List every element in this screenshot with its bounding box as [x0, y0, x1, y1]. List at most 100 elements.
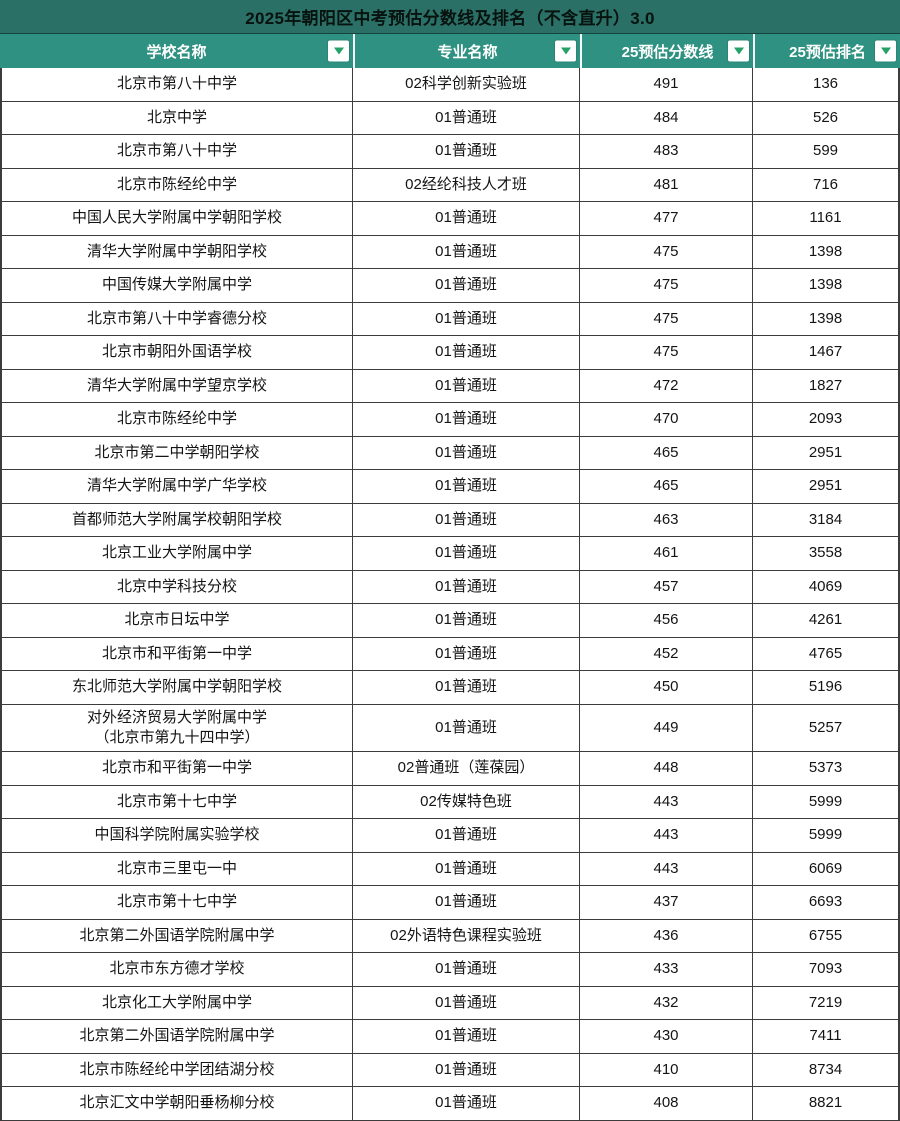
cell-score: 475	[580, 235, 753, 268]
cell-program: 01普通班	[353, 537, 580, 570]
cell-program: 01普通班	[353, 986, 580, 1019]
title-bar: 2025年朝阳区中考预估分数线及排名（不含直升）3.0	[0, 0, 900, 34]
table-row: 北京第二外国语学院附属中学 01普通班 430 7411	[2, 1020, 898, 1054]
table-row: 首都师范大学附属学校朝阳学校 01普通班 463 3184	[2, 503, 898, 537]
cell-program: 01普通班	[353, 135, 580, 168]
cell-program: 02外语特色课程实验班	[353, 919, 580, 952]
cell-program: 01普通班	[353, 570, 580, 603]
cell-score: 475	[580, 269, 753, 302]
filter-button-school[interactable]	[328, 40, 349, 62]
cell-program: 02科学创新实验班	[353, 68, 580, 101]
cell-rank: 7093	[808, 960, 843, 978]
cell-score: 491	[580, 68, 753, 101]
table-row: 北京市第十七中学 02传媒特色班 443 5999	[2, 785, 898, 819]
cell-rank: 6755	[808, 926, 843, 944]
cell-program: 01普通班	[353, 470, 580, 503]
table-row: 北京市和平街第一中学 01普通班 452 4765	[2, 637, 898, 671]
cell-program: 01普通班	[353, 953, 580, 986]
table-row: 对外经济贸易大学附属中学 （北京市第九十四中学） 01普通班 449 5257	[2, 704, 898, 752]
cell-program: 01普通班	[353, 369, 580, 402]
cell-rank: 1398	[808, 309, 843, 327]
cell-school: 东北师范大学附属中学朝阳学校	[2, 671, 353, 704]
cell-rank: 4261	[808, 611, 843, 629]
cell-score: 436	[580, 919, 753, 952]
filter-button-program[interactable]	[555, 40, 576, 62]
table-row: 中国传媒大学附属中学 01普通班 475 1398	[2, 269, 898, 303]
cell-program: 01普通班	[353, 819, 580, 852]
cell-school: 北京市陈经纶中学	[2, 403, 353, 436]
table-row: 中国人民大学附属中学朝阳学校 01普通班 477 1161	[2, 202, 898, 236]
cell-school: 北京市陈经纶中学团结湖分校	[2, 1053, 353, 1086]
table-row: 北京市第十七中学 01普通班 437 6693	[2, 886, 898, 920]
cell-school: 北京市第二中学朝阳学校	[2, 436, 353, 469]
cell-school: 北京第二外国语学院附属中学	[2, 1020, 353, 1053]
cell-rank: 526	[812, 108, 839, 126]
filter-dropdown-icon	[560, 47, 571, 55]
table-row: 北京工业大学附属中学 01普通班 461 3558	[2, 537, 898, 571]
cell-school: 北京化工大学附属中学	[2, 986, 353, 1019]
cell-score: 470	[580, 403, 753, 436]
cell-school: 北京市日坛中学	[2, 604, 353, 637]
cell-school: 北京中学	[2, 101, 353, 134]
table-row: 东北师范大学附属中学朝阳学校 01普通班 450 5196	[2, 671, 898, 705]
cell-rank: 1398	[808, 276, 843, 294]
cell-score: 465	[580, 470, 753, 503]
cell-score: 477	[580, 202, 753, 235]
table-title: 2025年朝阳区中考预估分数线及排名（不含直升）3.0	[245, 9, 655, 28]
column-header-label: 25预估排名	[789, 43, 866, 61]
cell-school: 首都师范大学附属学校朝阳学校	[2, 503, 353, 536]
cell-school: 北京市陈经纶中学	[2, 168, 353, 201]
cell-rank: 1398	[808, 242, 843, 260]
cell-rank: 3184	[808, 510, 843, 528]
cell-rank: 716	[812, 175, 839, 193]
cell-rank: 4765	[808, 644, 843, 662]
cell-school: 中国人民大学附属中学朝阳学校	[2, 202, 353, 235]
cell-score: 475	[580, 336, 753, 369]
table-row: 北京汇文中学朝阳垂杨柳分校 01普通班 408 8821	[2, 1087, 898, 1121]
filter-button-rank[interactable]	[875, 40, 896, 62]
cell-rank: 1467	[808, 343, 843, 361]
cell-program: 01普通班	[353, 886, 580, 919]
cell-school: 北京市三里屯一中	[2, 852, 353, 885]
cell-score: 450	[580, 671, 753, 704]
cell-rank: 599	[812, 142, 839, 160]
cell-school: 北京市和平街第一中学	[2, 752, 353, 785]
table-row: 北京市第八十中学 02科学创新实验班 491 136	[2, 68, 898, 102]
cell-rank: 136	[812, 75, 839, 93]
cell-program: 01普通班	[353, 436, 580, 469]
column-header-program: 专业名称	[353, 34, 580, 68]
cell-score: 408	[580, 1087, 753, 1120]
cell-school: 北京工业大学附属中学	[2, 537, 353, 570]
table-row: 北京市第八十中学 01普通班 483 599	[2, 135, 898, 169]
cell-school: 中国科学院附属实验学校	[2, 819, 353, 852]
cell-score: 465	[580, 436, 753, 469]
cell-program: 01普通班	[353, 336, 580, 369]
cell-score: 443	[580, 785, 753, 818]
table-row: 北京第二外国语学院附属中学 02外语特色课程实验班 436 6755	[2, 919, 898, 953]
cell-school: 北京市第八十中学	[2, 135, 353, 168]
cell-program: 01普通班	[353, 202, 580, 235]
cell-score: 410	[580, 1053, 753, 1086]
column-header-label: 25预估分数线	[621, 43, 714, 61]
filter-button-score[interactable]	[728, 40, 749, 62]
cell-rank: 1827	[808, 376, 843, 394]
cell-score: 430	[580, 1020, 753, 1053]
cell-rank: 5999	[808, 792, 843, 810]
cell-school: 北京市第十七中学	[2, 785, 353, 818]
cell-school: 北京汇文中学朝阳垂杨柳分校	[2, 1087, 353, 1120]
cell-program: 02普通班（莲葆园）	[353, 752, 580, 785]
table-row: 北京市陈经纶中学团结湖分校 01普通班 410 8734	[2, 1053, 898, 1087]
cell-rank: 8821	[808, 1094, 843, 1112]
cell-program: 02传媒特色班	[353, 785, 580, 818]
cell-score: 457	[580, 570, 753, 603]
cell-school: 北京中学科技分校	[2, 570, 353, 603]
cell-score: 452	[580, 637, 753, 670]
table-row: 北京市第八十中学睿德分校 01普通班 475 1398	[2, 302, 898, 336]
cell-score: 437	[580, 886, 753, 919]
table-row: 北京市三里屯一中 01普通班 443 6069	[2, 852, 898, 886]
cell-program: 01普通班	[353, 1053, 580, 1086]
cell-school: 北京市第八十中学	[2, 68, 353, 101]
cell-rank: 4069	[808, 577, 843, 595]
filter-dropdown-icon	[733, 47, 744, 55]
cell-school: 北京市朝阳外国语学校	[2, 336, 353, 369]
